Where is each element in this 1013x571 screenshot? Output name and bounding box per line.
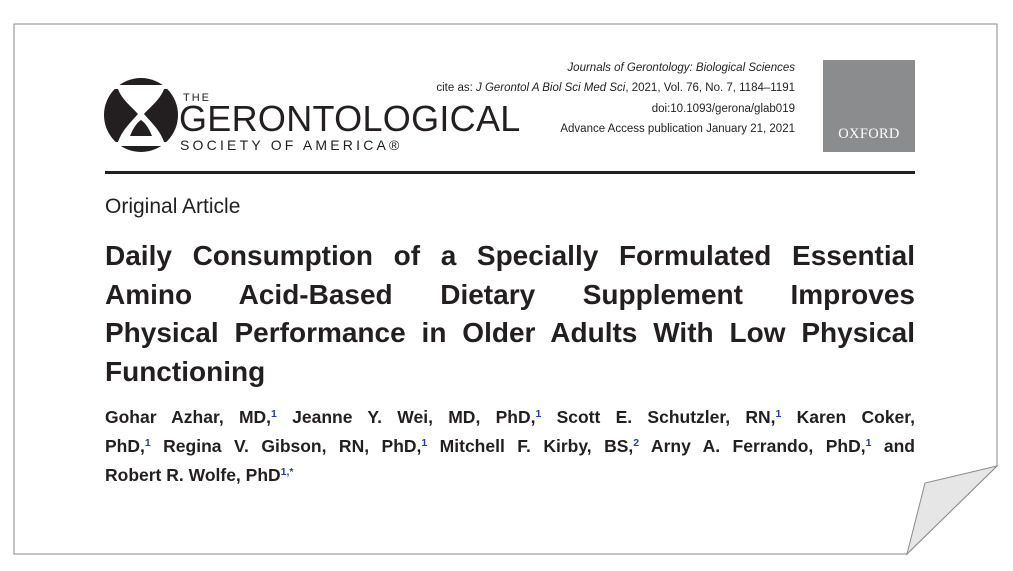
oxford-label: OXFORD	[838, 126, 900, 142]
author-name: Scott E. Schutzler, RN,	[541, 407, 776, 427]
affiliation-marker[interactable]: 1	[865, 437, 872, 449]
author-name: Karen Coker,	[781, 407, 915, 427]
author-line: Robert R. Wolfe, PhD1,*	[105, 459, 915, 488]
affiliation-marker[interactable]: 1	[775, 408, 782, 420]
doi-text[interactable]: doi:10.1093/gerona/glab019	[651, 102, 795, 115]
title-line: Daily Consumption of a Specially Formula…	[105, 240, 915, 271]
author-name: Gohar Azhar, MD,	[105, 407, 272, 427]
author-line: PhD,1 Regina V. Gibson, RN, PhD,1 Mitche…	[105, 430, 915, 459]
logo-main-text: GERONTOLOGICAL	[179, 98, 521, 139]
author-name: Arny A. Ferrando, PhD,	[639, 436, 866, 456]
cite-journal-abbrev: J Gerontol A Biol Sci Med Sci	[476, 82, 626, 95]
hourglass-logo-icon	[104, 78, 178, 152]
cite-details: , 2021, Vol. 76, No. 7, 1184–1191	[625, 82, 795, 95]
author-name: Jeanne Y. Wei, MD, PhD,	[276, 407, 536, 427]
title-line: Functioning	[105, 355, 266, 387]
author-conjunction: and	[871, 436, 915, 456]
logo-the-text: THE	[183, 92, 211, 104]
article-title: Daily Consumption of a Specially Formula…	[105, 237, 915, 391]
citation-block: Journals of Gerontology: Biological Scie…	[375, 58, 795, 139]
advance-access-text: Advance Access publication January 21, 2…	[560, 122, 795, 135]
logo-sub-text: SOCIETY OF AMERICA®	[180, 137, 403, 153]
article-type: Original Article	[105, 195, 241, 218]
cite-as-line: cite as: J Gerontol A Biol Sci Med Sci, …	[375, 78, 795, 98]
journal-name: Journals of Gerontology: Biological Scie…	[567, 62, 795, 74]
cite-prefix: cite as:	[436, 82, 476, 95]
affiliation-marker[interactable]: 1	[144, 437, 151, 449]
header-divider	[105, 171, 915, 174]
author-name: Mitchell F. Kirby, BS,	[427, 436, 634, 456]
affiliation-marker[interactable]: 1,*	[280, 466, 294, 478]
oxford-publisher-logo: OXFORD	[823, 60, 915, 152]
title-line: Amino Acid-Based Dietary Supplement Impr…	[105, 278, 915, 310]
gsa-logo: THE GERONTOLOGICAL SOCIETY OF AMERICA®	[104, 76, 520, 156]
affiliation-marker[interactable]: 1	[535, 408, 542, 420]
author-line: Gohar Azhar, MD,1 Jeanne Y. Wei, MD, PhD…	[105, 401, 915, 430]
affiliation-marker[interactable]: 2	[633, 437, 640, 449]
author-name: PhD,	[105, 436, 145, 456]
affiliation-marker[interactable]: 1	[421, 437, 428, 449]
affiliation-marker[interactable]: 1	[271, 408, 277, 420]
title-line: Physical Performance in Older Adults Wit…	[105, 317, 915, 348]
author-name: Regina V. Gibson, RN, PhD,	[150, 436, 422, 456]
author-name: Robert R. Wolfe, PhD	[105, 465, 281, 485]
author-list: Gohar Azhar, MD,1 Jeanne Y. Wei, MD, PhD…	[105, 401, 915, 488]
